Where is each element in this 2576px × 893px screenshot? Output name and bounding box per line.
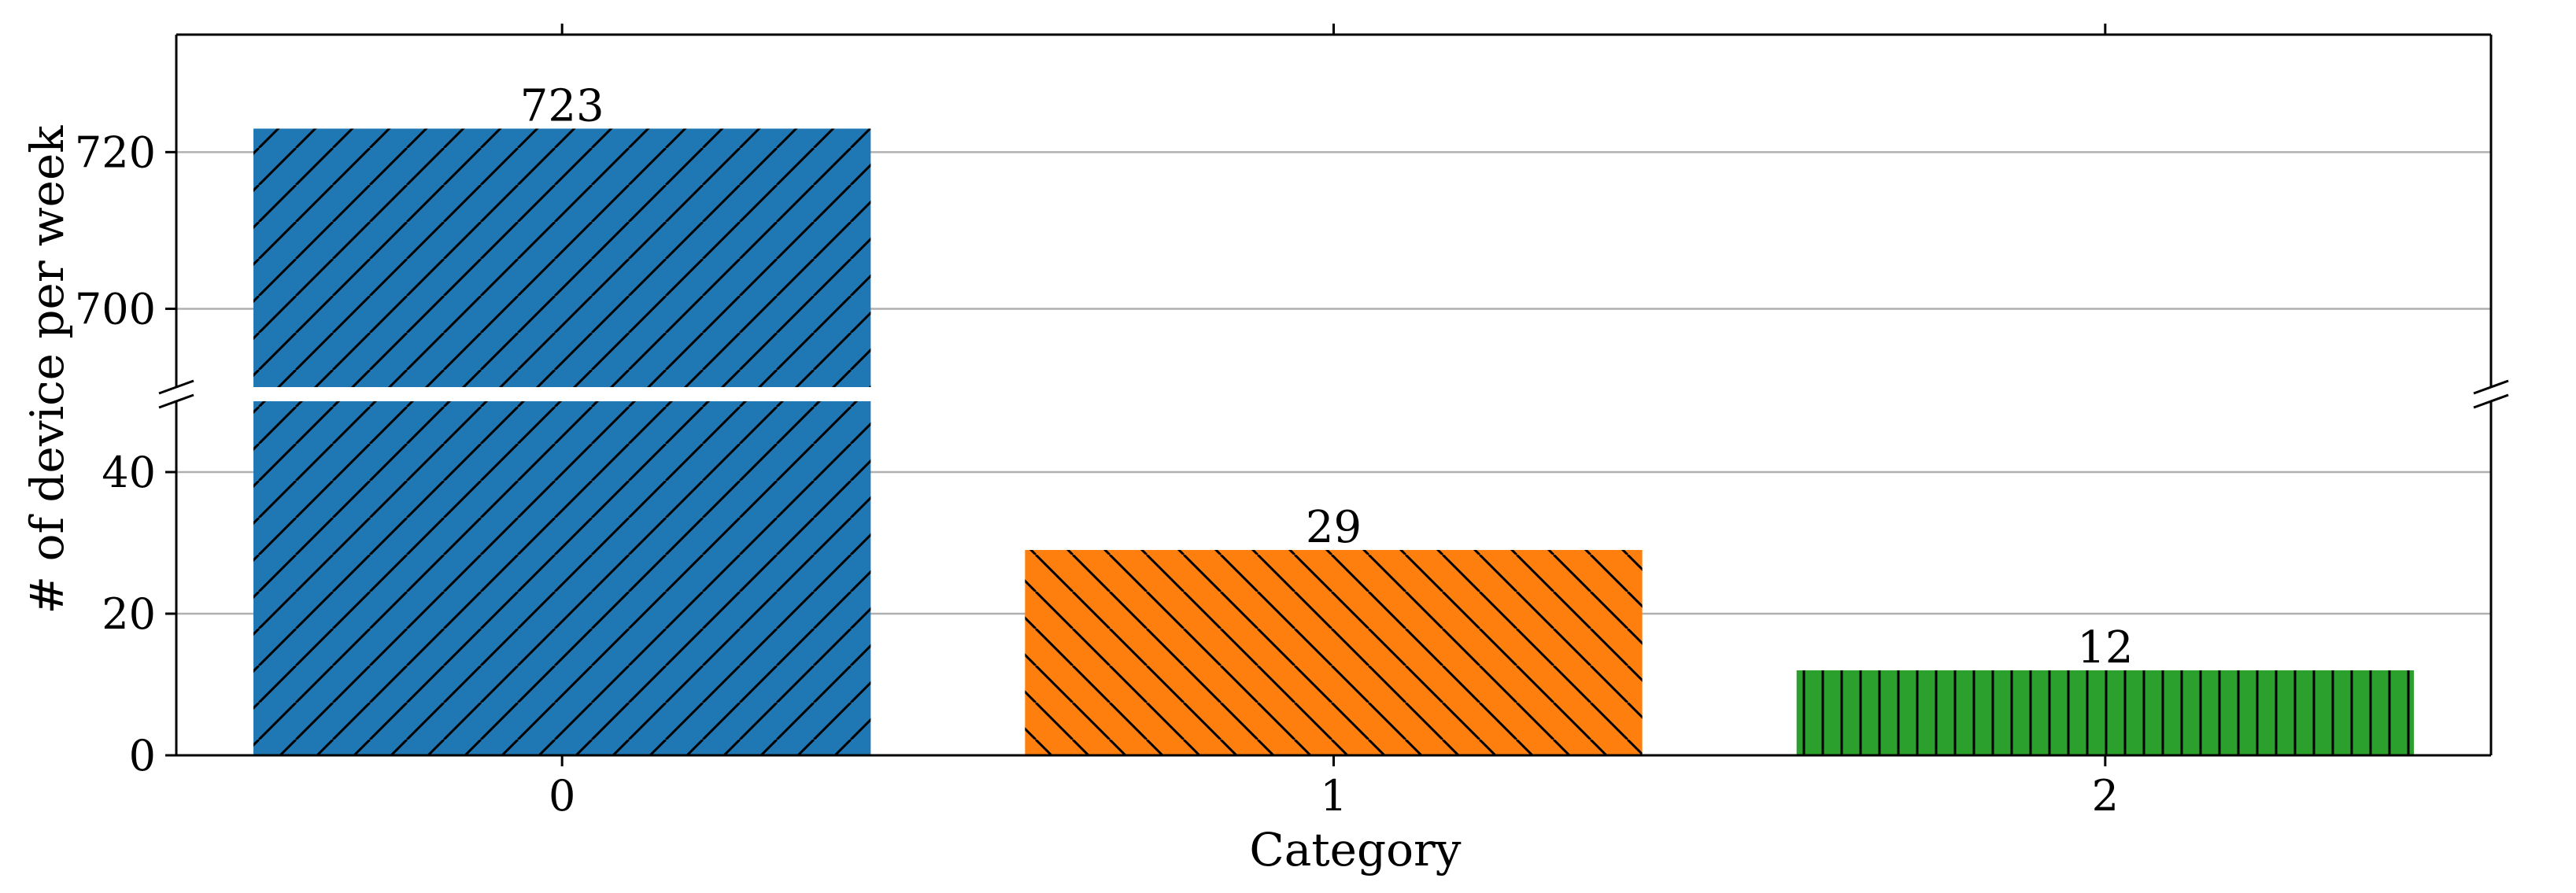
x-axis-label: Category (1249, 823, 1461, 876)
axis-break-marks (158, 379, 2509, 409)
bar-hatch (253, 401, 871, 755)
y-tick-label: 20 (102, 589, 156, 639)
break-mark (2473, 379, 2509, 395)
bar-hatch (1025, 550, 1643, 755)
x-tick-label: 1 (1320, 771, 1347, 821)
y-tick-label: 700 (75, 284, 156, 334)
y-axis-label: # of device per week (20, 125, 74, 614)
y-tick-label: 40 (102, 448, 156, 497)
break-mark (158, 393, 194, 409)
bar-value-labels: 723 29 12 (520, 80, 2134, 673)
x-tick-label: 2 (2092, 771, 2119, 821)
y-tick-label: 720 (75, 127, 156, 177)
bars (253, 128, 2414, 755)
bar-value-label: 723 (520, 80, 604, 131)
break-mark (158, 379, 194, 395)
x-tick-label: 0 (549, 771, 575, 821)
bar-upper-hatch (253, 128, 871, 387)
bar-hatch (1796, 670, 2414, 755)
bar-value-label: 29 (1306, 502, 1362, 553)
bar-value-label: 12 (2077, 622, 2133, 673)
break-mark (2473, 393, 2509, 409)
y-tick-label: 0 (129, 731, 156, 780)
axis-ticks: 700 720 0 20 40 0 1 2 (75, 24, 2119, 821)
